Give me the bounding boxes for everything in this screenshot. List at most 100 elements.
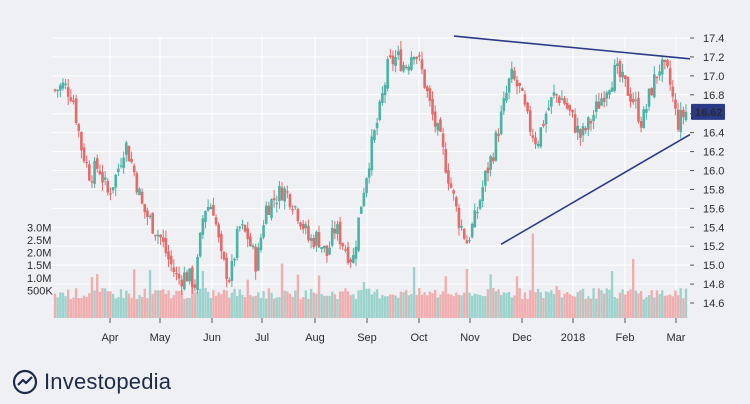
- upper-trendline: [453, 35, 691, 60]
- candle-body: [536, 143, 540, 147]
- volume-bar: [122, 297, 125, 318]
- volume-bar: [428, 291, 432, 318]
- candle-body: [254, 246, 257, 272]
- volume-bar: [563, 293, 566, 318]
- date-tick-label: Nov: [460, 332, 480, 344]
- candle-body: [552, 92, 556, 96]
- volume-bar: [222, 289, 226, 318]
- candle-body: [676, 109, 680, 130]
- volume-bar: [286, 291, 289, 318]
- candle-body: [660, 59, 664, 75]
- volume-bar: [444, 276, 447, 318]
- candle-body: [325, 245, 329, 257]
- candle-body: [402, 64, 405, 72]
- volume-bar: [201, 271, 205, 318]
- volume-bar: [534, 292, 537, 318]
- price-tick-label: 15.4: [703, 222, 724, 234]
- volume-bar: [77, 297, 80, 318]
- volume-bar: [375, 289, 379, 318]
- candle-body: [391, 55, 395, 65]
- volume-bar: [167, 290, 170, 318]
- volume-bar: [151, 293, 154, 318]
- candle-body: [647, 88, 651, 107]
- candle-body: [587, 117, 590, 130]
- volume-bar: [502, 292, 506, 318]
- volume-bar: [441, 291, 445, 318]
- candle-body: [206, 207, 210, 211]
- price-tick-label: 16.2: [703, 147, 724, 159]
- candle-body: [264, 205, 268, 224]
- volume-bar: [209, 297, 212, 318]
- candle-body: [462, 228, 466, 239]
- volume-bar: [183, 298, 186, 318]
- candle-body: [626, 77, 630, 96]
- candle-body: [486, 167, 490, 174]
- candle-body: [544, 113, 548, 125]
- volume-bar: [251, 296, 255, 318]
- volume-bar: [505, 293, 508, 318]
- candle-body: [600, 98, 603, 106]
- volume-bar: [410, 294, 413, 318]
- volume-bar: [423, 292, 426, 318]
- candle-body: [341, 243, 345, 247]
- candle-body: [64, 83, 67, 86]
- volume-bar: [96, 274, 99, 318]
- candle-body: [111, 187, 115, 191]
- volume-bar: [296, 274, 300, 318]
- volume-bar: [473, 293, 476, 318]
- volume-bar: [346, 291, 350, 318]
- volume-bar: [74, 288, 78, 318]
- date-tick-label: Mar: [667, 332, 686, 344]
- volume-bar: [584, 298, 587, 318]
- candle-body: [109, 193, 112, 195]
- volume-bar: [90, 276, 94, 318]
- volume-bar: [645, 297, 648, 318]
- candle-body: [222, 251, 226, 260]
- volume-bar: [558, 290, 561, 318]
- volume-bar: [676, 295, 680, 318]
- volume-bar: [610, 271, 614, 318]
- volume-bar: [576, 292, 579, 318]
- candle-body: [494, 132, 498, 161]
- candle-body: [623, 75, 627, 80]
- volume-bar: [235, 296, 239, 318]
- candle-body: [58, 85, 62, 91]
- candle-body: [555, 94, 558, 96]
- candle-body: [505, 92, 508, 101]
- candle-body: [547, 107, 551, 110]
- candle-body: [489, 156, 492, 170]
- candle-body: [98, 170, 102, 175]
- volume-bar: [436, 297, 440, 318]
- volume-bar: [518, 288, 521, 318]
- volume-bar: [103, 288, 107, 318]
- candle-body: [484, 170, 487, 186]
- candle-body: [418, 55, 421, 57]
- volume-bar: [378, 298, 381, 318]
- candle-body: [233, 258, 236, 261]
- candle-body: [270, 199, 273, 218]
- candle-body: [267, 205, 271, 215]
- volume-bar: [418, 288, 421, 318]
- volume-bar: [243, 297, 247, 318]
- volume-bar: [634, 290, 638, 318]
- candle-body: [230, 261, 234, 281]
- candle-body: [114, 174, 118, 188]
- volume-bar: [270, 292, 273, 318]
- volume-bar: [172, 295, 176, 318]
- brand-name: Investopedia: [44, 369, 172, 394]
- candle-body: [330, 228, 334, 246]
- candle-body: [674, 99, 677, 109]
- candle-body: [441, 133, 445, 147]
- volume-bar: [521, 298, 524, 318]
- volume-bar: [101, 288, 104, 318]
- candle-body: [478, 200, 482, 209]
- volume-bar: [476, 294, 479, 318]
- candle-body: [579, 129, 582, 138]
- candle-body: [468, 240, 471, 242]
- volume-bar: [655, 290, 659, 318]
- volume-bar: [658, 293, 661, 318]
- volume-bar: [497, 289, 500, 318]
- volume-bar: [650, 290, 653, 318]
- volume-bar: [312, 292, 315, 318]
